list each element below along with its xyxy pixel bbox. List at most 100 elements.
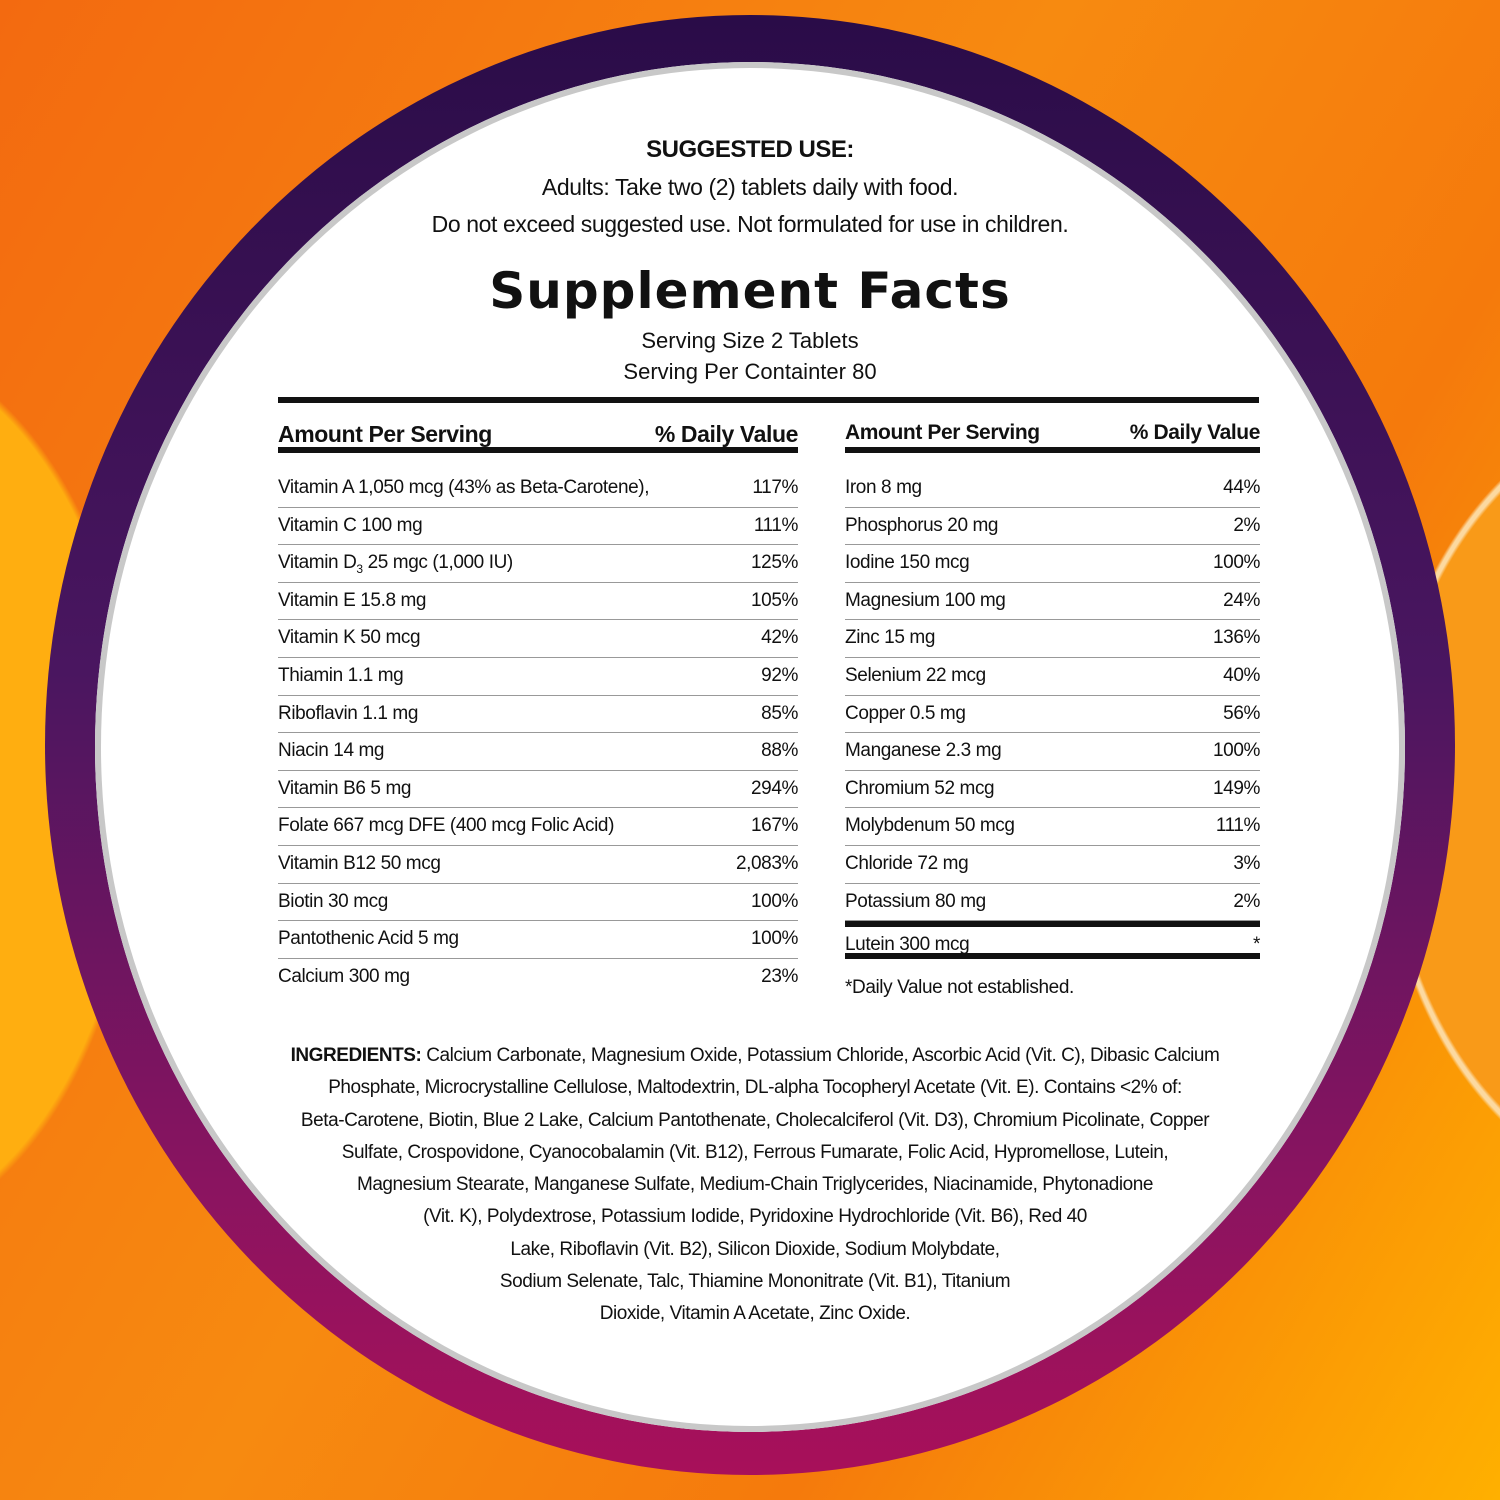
daily-value: 23% [761,965,798,987]
nutrient-name-text: Calcium 300 mg [278,965,410,987]
nutrient-name: Zinc 15 mg [845,620,935,657]
nutrient-name-text: Vitamin B6 5 mg [278,777,412,799]
nutrient-name-text: Vitamin C 100 mg [278,514,423,536]
nutrient-name: Potassium 80 mg [845,884,986,921]
table-row: Vitamin C 100 mg 111% [278,508,798,546]
nutrient-name: Thiamin 1.1 mg [278,658,404,695]
ingredients-text: (Vit. K), Polydextrose, Potassium Iodide… [423,1206,1087,1228]
table-row: Copper 0.5 mg 56% [845,696,1260,734]
nutrient-name: Biotin 30 mcg [278,884,388,921]
nutrient-name-text: Selenium 22 mcg [845,664,986,686]
nutrient-name: Phosphorus 20 mg [845,508,998,545]
table-row: Vitamin B6 5 mg 294% [278,771,798,809]
table-row: Selenium 22 mcg 40% [845,658,1260,696]
ingredients: INGREDIENTS: Calcium Carbonate, Magnesiu… [245,1040,1265,1331]
nutrient-name-text: Vitamin K 50 mcg [278,627,421,649]
table-row: Calcium 300 mg 23% [278,959,798,997]
ingredients-line: Sulfate, Crospovidone, Cyanocobalamin (V… [245,1137,1265,1169]
nutrient-name: Molybdenum 50 mcg [845,808,1015,845]
table-header: Amount Per Serving % Daily Value [278,415,798,453]
daily-value: 294% [751,777,798,799]
nutrient-name: Vitamin A 1,050 mcg (43% as Beta-Caroten… [278,470,650,507]
ingredients-line: Phosphate, Microcrystalline Cellulose, M… [245,1072,1265,1104]
nutrient-name-text: Potassium 80 mg [845,890,986,912]
nutrient-name: Chromium 52 mcg [845,771,995,808]
daily-value: 111% [753,514,799,536]
ingredients-text: Sulfate, Crospovidone, Cyanocobalamin (V… [341,1141,1169,1163]
nutrient-name: Lutein 300 mcg [845,927,970,956]
nutrient-name-text: Vitamin A 1,050 mcg (43% as Beta-Caroten… [278,477,650,498]
daily-value: 56% [1223,702,1260,724]
daily-value: 111% [1215,815,1261,837]
ingredients-line: INGREDIENTS: Calcium Carbonate, Magnesiu… [245,1040,1265,1072]
nutrient-name: Vitamin E 15.8 mg [278,583,427,620]
daily-value: 100% [751,890,798,912]
daily-value: 85% [761,702,798,724]
daily-value: 88% [761,740,798,762]
daily-value: 3% [1233,852,1260,874]
daily-value: 105% [751,589,798,611]
nutrient-name-text: Folate 667 mcg DFE (400 mcg Folic Acid) [278,815,615,837]
daily-value: 136% [1213,627,1260,649]
servings-per-container: Serving Per Containter 80 [623,359,877,384]
daily-value: 100% [751,928,798,950]
serving-size: Serving Size 2 Tablets [641,328,859,353]
nutrient-name: Calcium 300 mg [278,959,410,997]
table-row: Niacin 14 mg 88% [278,733,798,771]
table-row: Molybdenum 50 mcg 111% [845,808,1260,846]
nutrient-name: Selenium 22 mcg [845,658,986,695]
nutrient-name: Vitamin C 100 mg [278,508,423,545]
daily-value: * [1253,934,1260,956]
suggested-use-warning: Do not exceed suggested use. Not formula… [431,211,1069,237]
ingredients-line: Lake, Riboflavin (Vit. B2), Silicon Diox… [245,1234,1265,1266]
nutrient-name-text: Thiamin 1.1 mg [278,664,404,686]
nutrient-name-text: Chloride 72 mg [845,852,969,874]
ingredients-label: INGREDIENTS: [290,1045,422,1066]
nutrient-name-text: Copper 0.5 mg [845,702,966,724]
nutrient-name-text: Lutein 300 mcg [845,934,970,956]
ingredients-line: Beta-Carotene, Biotin, Blue 2 Lake, Calc… [245,1105,1265,1137]
nutrient-name-text: Phosphorus 20 mg [845,514,999,536]
nutrient-name: Niacin 14 mg [278,733,384,770]
table-row: Riboflavin 1.1 mg 85% [278,696,798,734]
nutrient-name: Chloride 72 mg [845,846,969,883]
nutrient-name-text: Chromium 52 mcg [845,777,995,799]
table-row: Vitamin D3 25 mgc (1,000 IU) 125% [278,545,798,583]
suggested-use-title: SUGGESTED USE: [646,136,854,163]
nutrient-name-text: Molybdenum 50 mcg [845,815,1015,837]
nutrient-name-text: Biotin 30 mcg [278,890,388,912]
nutrient-name: Vitamin K 50 mcg [278,620,421,657]
table-row: Vitamin K 50 mcg 42% [278,620,798,658]
nutrient-name: Copper 0.5 mg [845,696,966,733]
table-row: Vitamin E 15.8 mg 105% [278,583,798,621]
table-row: Vitamin B12 50 mcg 2,083% [278,846,798,884]
table-row: Vitamin A 1,050 mcg (43% as Beta-Caroten… [278,470,798,508]
nutrient-name-text: Zinc 15 mg [845,627,935,649]
label-panel [95,62,1405,1432]
table-row: Potassium 80 mg 2% [845,884,1260,922]
table-row: Zinc 15 mg 136% [845,620,1260,658]
table-row: Chloride 72 mg 3% [845,846,1260,884]
table-row: Biotin 30 mcg 100% [278,884,798,922]
daily-value: 44% [1223,477,1260,498]
nutrient-name-text: Manganese 2.3 mg [845,740,1002,762]
table-row: Iron 8 mg 44% [845,470,1260,508]
footnote: *Daily Value not established. [845,977,1074,998]
daily-value: 100% [1213,552,1260,574]
ingredients-text: Sodium Selenate, Talc, Thiamine Mononitr… [499,1271,1011,1293]
nutrient-name-text: Pantothenic Acid 5 mg [278,928,459,950]
nutrient-name-text: Riboflavin 1.1 mg [278,702,418,724]
table-row: Magnesium 100 mg 24% [845,583,1260,621]
ingredients-line: Dioxide, Vitamin A Acetate, Zinc Oxide. [245,1298,1265,1330]
daily-value: 40% [1223,664,1260,686]
nutrient-name-text: Niacin 14 mg [278,740,385,762]
table-row: Thiamin 1.1 mg 92% [278,658,798,696]
ingredients-line: Magnesium Stearate, Manganese Sulfate, M… [245,1169,1265,1201]
table-row: Iodine 150 mcg 100% [845,545,1260,583]
ingredients-text: Calcium Carbonate, Magnesium Oxide, Pota… [421,1045,1220,1066]
table-row: Phosphorus 20 mg 2% [845,508,1260,546]
daily-value: 2,083% [735,852,798,874]
nutrient-name: Manganese 2.3 mg [845,733,1002,770]
ingredients-text: Dioxide, Vitamin A Acetate, Zinc Oxide. [599,1303,911,1325]
ingredients-text: Lake, Riboflavin (Vit. B2), Silicon Diox… [510,1238,1000,1260]
